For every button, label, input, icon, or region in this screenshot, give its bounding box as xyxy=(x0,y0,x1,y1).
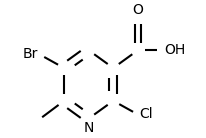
Text: N: N xyxy=(83,121,94,135)
Text: OH: OH xyxy=(164,43,185,57)
Text: Br: Br xyxy=(23,47,38,61)
Text: O: O xyxy=(132,3,143,17)
Text: Cl: Cl xyxy=(139,108,153,121)
